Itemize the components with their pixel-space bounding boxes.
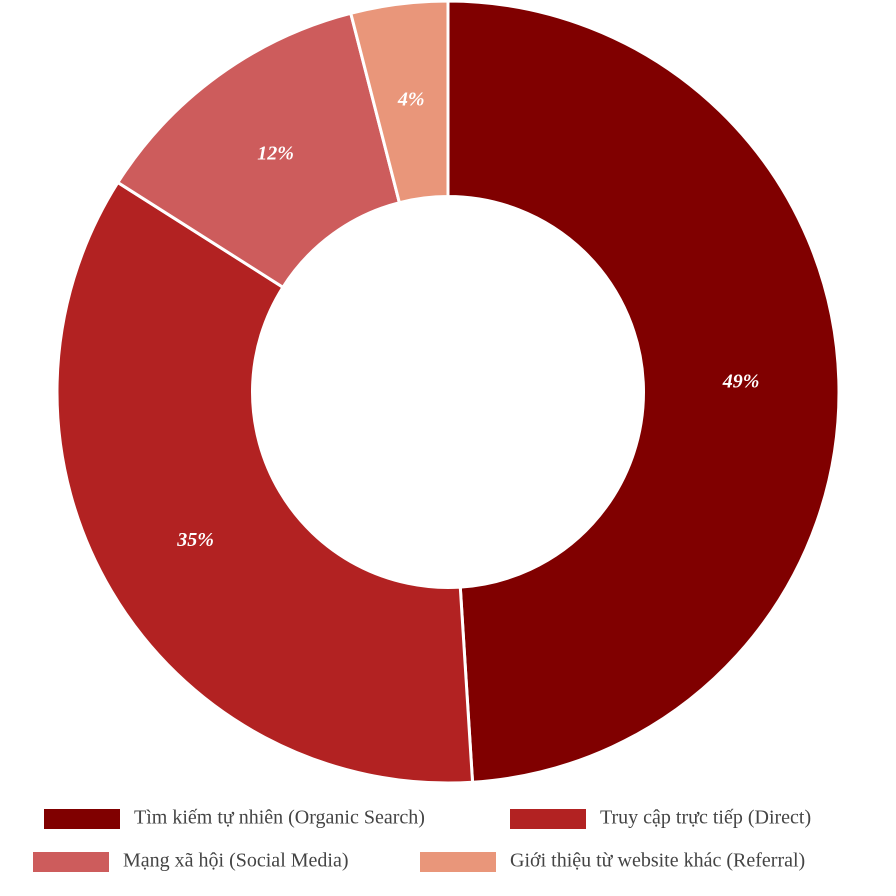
legend-swatch-3 (33, 852, 109, 872)
donut-slice-2[interactable] (55, 180, 475, 785)
legend-item-4[interactable]: Giới thiệu từ website khác (Referral) (420, 850, 805, 872)
legend: Tìm kiếm tự nhiên (Organic Search) Truy c… (33, 807, 811, 872)
donut-slice-4[interactable] (348, 0, 450, 205)
legend-label-4: Giới thiệu từ website khác (Referral) (510, 850, 805, 872)
legend-label-2: Truy cập trực tiếp (Direct) (600, 807, 811, 829)
donut-slice-3[interactable] (115, 11, 402, 290)
legend-swatch-1 (44, 809, 120, 829)
slice-label-2: 35% (176, 529, 214, 551)
slice-label-1: 49% (722, 370, 760, 392)
legend-swatch-2 (510, 809, 586, 829)
slice-label-4: 4% (397, 89, 425, 111)
slice-labels: 49% 35% 12% 4% (176, 89, 759, 551)
donut-slice-1[interactable] (446, 0, 841, 784)
legend-item-2[interactable]: Truy cập trực tiếp (Direct) (510, 807, 811, 829)
legend-item-1[interactable]: Tìm kiếm tự nhiên (Organic Search) (44, 807, 425, 829)
legend-item-3[interactable]: Mạng xã hội (Social Media) (33, 850, 349, 872)
slice-label-3: 12% (257, 142, 294, 164)
legend-label-1: Tìm kiếm tự nhiên (Organic Search) (134, 807, 425, 829)
donut-slices (55, 0, 841, 785)
legend-swatch-4 (420, 852, 496, 872)
legend-label-3: Mạng xã hội (Social Media) (123, 850, 349, 872)
